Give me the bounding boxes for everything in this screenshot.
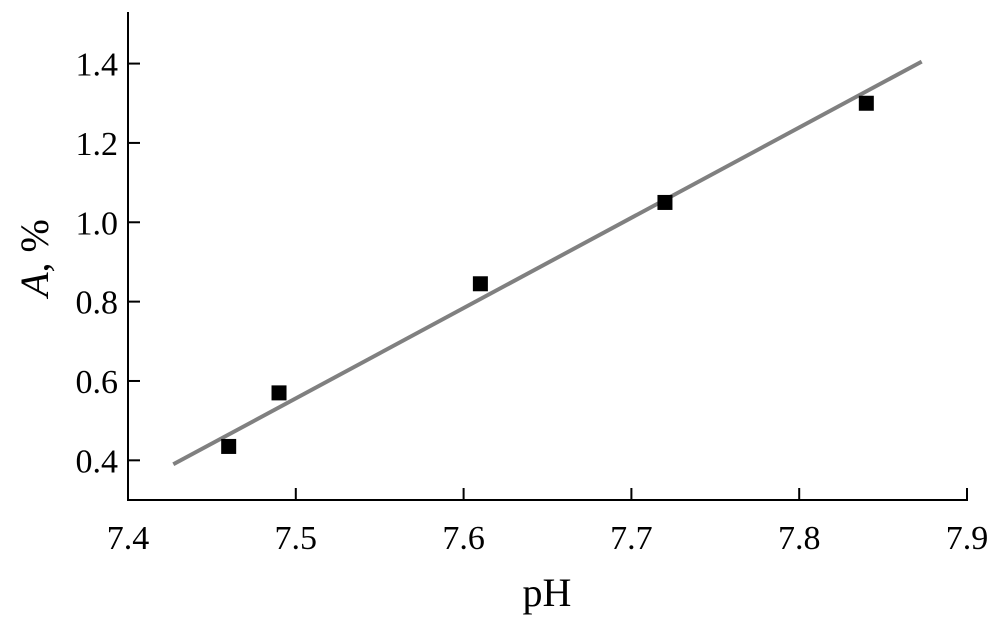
y-tick-label: 0.6 <box>76 364 119 401</box>
y-tick-label: 0.4 <box>76 443 119 480</box>
data-point <box>221 438 237 454</box>
y-axis-title-variable: A <box>12 272 57 300</box>
x-tick-label: 7.7 <box>610 520 653 557</box>
y-tick-label: 1.2 <box>76 126 119 163</box>
x-tick-label: 7.9 <box>946 520 989 557</box>
x-tick-label: 7.5 <box>275 520 318 557</box>
x-tick-label: 7.8 <box>778 520 821 557</box>
plot-area <box>172 59 923 467</box>
data-point <box>271 385 287 401</box>
axis-frame <box>127 12 968 501</box>
y-axis-title: A, % <box>12 219 57 300</box>
axes <box>127 12 968 501</box>
x-axis-title: pH <box>523 570 572 615</box>
fit-line <box>172 59 923 467</box>
ticks: 7.4 7.5 7.6 7.7 7.8 7.9 0.4 0.6 0.8 1.0 1.2 1.4 <box>76 47 989 557</box>
y-tick-label: 1.0 <box>76 205 119 242</box>
data-point <box>657 194 673 210</box>
data-point <box>472 276 488 292</box>
x-tick-label: 7.6 <box>442 520 485 557</box>
y-tick-label: 1.4 <box>76 47 119 84</box>
y-axis-title-unit: , % <box>12 219 57 272</box>
data-point <box>858 95 874 111</box>
y-tick-label: 0.8 <box>76 285 119 322</box>
x-tick-label: 7.4 <box>107 520 150 557</box>
